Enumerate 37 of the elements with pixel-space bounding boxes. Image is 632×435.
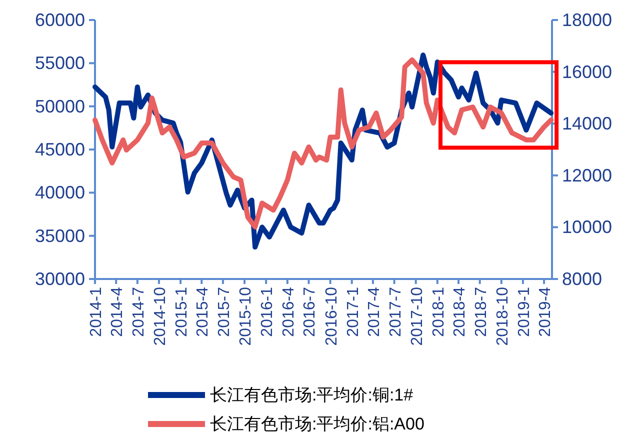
y-tick-label: 30000	[34, 269, 85, 289]
x-tick-label: 2018-1	[430, 286, 448, 337]
y-tick-label: 45000	[34, 140, 85, 160]
x-tick-label: 2014-10	[152, 286, 169, 346]
y2-tick-label: 10000	[562, 217, 612, 238]
legend-label: 长江有色市场:平均价:铜:1#	[210, 386, 414, 404]
x-tick-label: 2017-7	[387, 286, 404, 337]
x-tick-label: 2015-4	[194, 286, 212, 337]
y2-tick-label: 14000	[562, 114, 612, 134]
x-tick-label: 2014-1	[88, 286, 105, 337]
x-tick-label: 2016-10	[323, 286, 340, 346]
x-tick-label: 2015-7	[216, 286, 233, 337]
x-tick-label: 2017-1	[344, 286, 362, 337]
x-tick-label: 2017-4	[366, 286, 383, 337]
y-tick-label: 50000	[34, 96, 85, 116]
y2-tick-label: 18000	[562, 10, 612, 30]
x-tick-label: 2018-10	[494, 286, 512, 346]
y2-tick-label: 8000	[562, 269, 602, 289]
x-tick-label: 2017-10	[408, 286, 426, 346]
x-tick-label: 2014-4	[109, 286, 126, 337]
x-tick-label: 2016-7	[302, 286, 319, 337]
x-tick-label: 2016-1	[259, 286, 276, 337]
x-tick-label: 2018-7	[472, 286, 490, 337]
y-tick-label: 40000	[34, 182, 85, 203]
y-tick-label: 55000	[34, 53, 85, 74]
x-tick-label: 2018-4	[451, 286, 468, 337]
y-tick-label: 35000	[34, 226, 85, 246]
y-tick-label: 60000	[34, 10, 85, 30]
x-tick-label: 2015-1	[174, 286, 191, 337]
legend-label: 长江有色市场:平均价:铝:A00	[210, 414, 424, 434]
y2-tick-label: 16000	[562, 62, 612, 82]
x-tick-label: 2015-10	[238, 286, 255, 346]
x-tick-label: 2019-4	[537, 286, 554, 337]
x-tick-label: 2016-4	[280, 286, 298, 337]
y2-tick-label: 12000	[562, 165, 612, 186]
x-tick-label: 2014-7	[130, 286, 148, 337]
x-tick-label: 2019-1	[516, 286, 533, 337]
